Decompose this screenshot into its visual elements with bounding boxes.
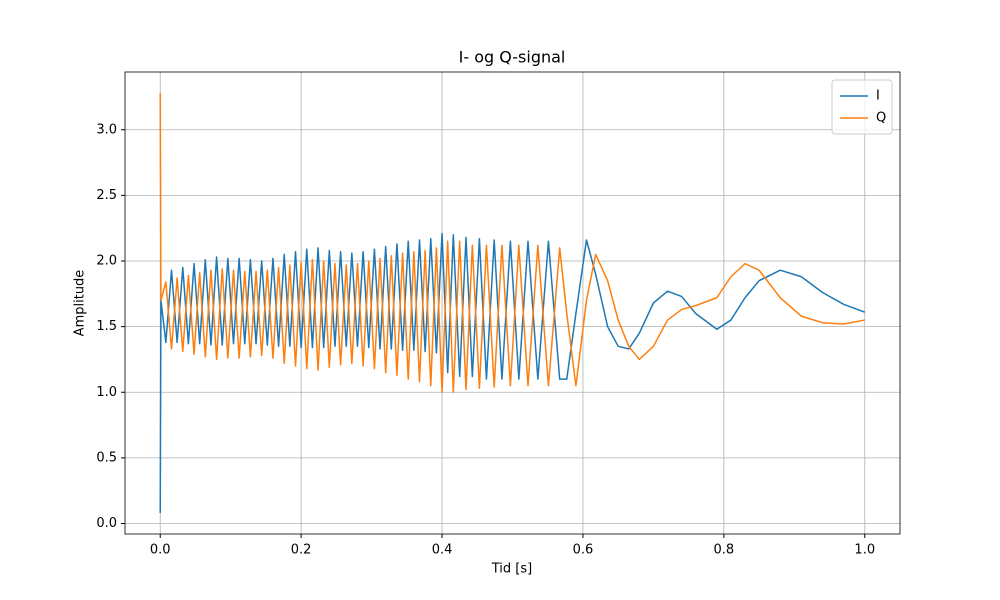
y-tick-label: 0.0 xyxy=(96,516,117,531)
legend-label: Q xyxy=(876,111,886,126)
chart-title: I- og Q-signal xyxy=(459,48,566,67)
x-tick-label: 0.6 xyxy=(573,543,594,558)
x-tick-label: 0.8 xyxy=(714,543,735,558)
y-tick-label: 2.5 xyxy=(96,188,117,203)
y-axis-label: Amplitude xyxy=(73,270,88,337)
plot-frame xyxy=(124,71,901,535)
x-tick-label: 0.4 xyxy=(432,543,453,558)
y-tick-label: 2.0 xyxy=(96,254,117,269)
y-tick-label: 1.0 xyxy=(96,385,117,400)
series-line xyxy=(159,232,866,514)
y-tick-label: 3.0 xyxy=(96,122,117,137)
y-tick-label: 0.5 xyxy=(96,450,117,465)
legend-label: I xyxy=(876,89,880,104)
x-tick-label: 0.0 xyxy=(150,543,171,558)
y-tick-label: 1.5 xyxy=(96,319,117,334)
x-axis-label: Tid [s] xyxy=(491,562,532,577)
series-line xyxy=(159,92,865,393)
x-tick-label: 0.2 xyxy=(291,543,312,558)
legend-box xyxy=(831,79,893,135)
x-tick-label: 1.0 xyxy=(854,543,875,558)
